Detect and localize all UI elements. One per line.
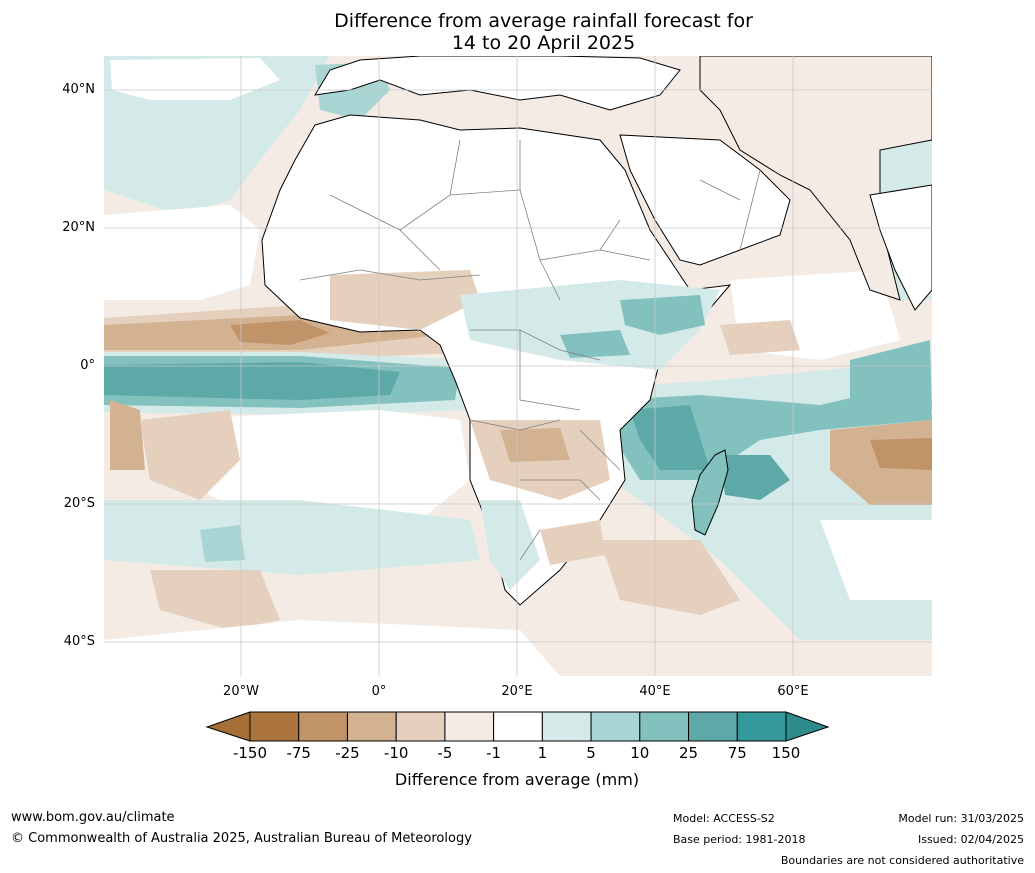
lat-label-20s: 20°S bbox=[63, 496, 95, 511]
anomaly-region bbox=[140, 410, 240, 500]
colorbar-bin bbox=[298, 711, 348, 742]
anomaly-region bbox=[480, 500, 540, 590]
colorbar-tick-label: -5 bbox=[437, 744, 453, 762]
lon-label-60e: 60°E bbox=[777, 684, 809, 699]
anomaly-region bbox=[820, 520, 932, 600]
anomaly-region bbox=[540, 520, 605, 565]
anomaly-region bbox=[150, 570, 280, 630]
colorbar-tick-label: -1 bbox=[486, 744, 502, 762]
lat-label-40s: 40°S bbox=[63, 634, 95, 649]
footer-site-link[interactable]: www.bom.gov.au/climate bbox=[11, 810, 175, 825]
anomaly-region bbox=[330, 270, 480, 330]
lon-label-20e: 20°E bbox=[501, 684, 533, 699]
europe-land bbox=[314, 56, 681, 111]
colorbar-bin bbox=[395, 711, 446, 742]
anomaly-region bbox=[500, 428, 570, 462]
colorbar-bin bbox=[736, 711, 787, 742]
colorbar-tick-label: 1 bbox=[537, 744, 548, 762]
footer-model-run: Model run: 31/03/2025 bbox=[898, 812, 1024, 825]
anomaly-region bbox=[104, 500, 480, 575]
colorbar-bin bbox=[590, 711, 641, 742]
colorbar-tick-label: 150 bbox=[771, 744, 801, 762]
anomaly-region bbox=[850, 340, 932, 410]
lon-label-40e: 40°E bbox=[639, 684, 671, 699]
india-land bbox=[869, 184, 932, 311]
graticule bbox=[104, 56, 932, 676]
anomaly-region bbox=[200, 525, 245, 562]
anomaly-region bbox=[104, 362, 400, 400]
colorbar-title: Difference from average (mm) bbox=[394, 770, 640, 789]
colorbar-bin bbox=[249, 711, 300, 742]
colorbar-bin bbox=[541, 711, 592, 742]
anomaly-region bbox=[560, 330, 630, 358]
anomaly-region bbox=[110, 58, 280, 100]
footer-boundaries-note: Boundaries are not considered authoritat… bbox=[780, 854, 1024, 867]
map-title: Difference from average rainfall forecas… bbox=[0, 10, 1035, 54]
lat-label-40n: 40°N bbox=[62, 82, 95, 97]
footer-base-period: Base period: 1981-2018 bbox=[673, 833, 806, 846]
title-line-2: 14 to 20 April 2025 bbox=[451, 32, 636, 54]
lat-label-20n: 20°N bbox=[62, 220, 95, 235]
lat-label-0: 0° bbox=[80, 358, 95, 373]
anomaly-region bbox=[104, 620, 560, 676]
anomaly-region bbox=[600, 540, 740, 615]
footer-issued: Issued: 02/04/2025 bbox=[917, 833, 1024, 846]
anomaly-region bbox=[870, 438, 932, 470]
colorbar-tick-label: -10 bbox=[383, 744, 409, 762]
colorbar-tick-label: 25 bbox=[678, 744, 699, 762]
map-plot-area bbox=[104, 56, 932, 676]
footer-copyright: © Commonwealth of Australia 2025, Austra… bbox=[11, 831, 472, 846]
colorbar-bins bbox=[249, 711, 787, 742]
colorbar-tick-label: 10 bbox=[630, 744, 650, 762]
colorbar-bin bbox=[444, 711, 495, 742]
colorbar-tick-label: 75 bbox=[727, 744, 747, 762]
asia-land bbox=[699, 56, 932, 301]
colorbar-tick-label: -75 bbox=[286, 744, 311, 762]
anomaly-region bbox=[230, 320, 330, 345]
colorbar-bin bbox=[346, 711, 397, 742]
anomaly-region bbox=[620, 295, 705, 335]
anomaly-region bbox=[110, 400, 145, 470]
anomaly-region bbox=[630, 405, 710, 470]
colorbar-bin bbox=[493, 711, 543, 742]
colorbar-tick-label: -150 bbox=[232, 744, 268, 762]
title-line-1: Difference from average rainfall forecas… bbox=[334, 10, 753, 32]
colorbar-bin bbox=[688, 711, 738, 742]
lon-label-20w: 20°W bbox=[223, 684, 259, 699]
colorbar-under-arrow bbox=[205, 711, 251, 742]
colorbar-over-arrow bbox=[785, 711, 830, 742]
footer-model: Model: ACCESS-S2 bbox=[673, 812, 775, 825]
anomaly-region bbox=[104, 205, 260, 300]
anomaly-region bbox=[720, 455, 790, 500]
colorbar-tick-label: 5 bbox=[586, 744, 596, 762]
madagascar-land bbox=[691, 449, 729, 536]
colorbar-bin bbox=[639, 711, 690, 742]
anomaly-region bbox=[720, 320, 800, 355]
colorbar-tick-label: -25 bbox=[335, 744, 360, 762]
lon-label-0: 0° bbox=[371, 684, 387, 699]
country-borders bbox=[299, 139, 761, 561]
